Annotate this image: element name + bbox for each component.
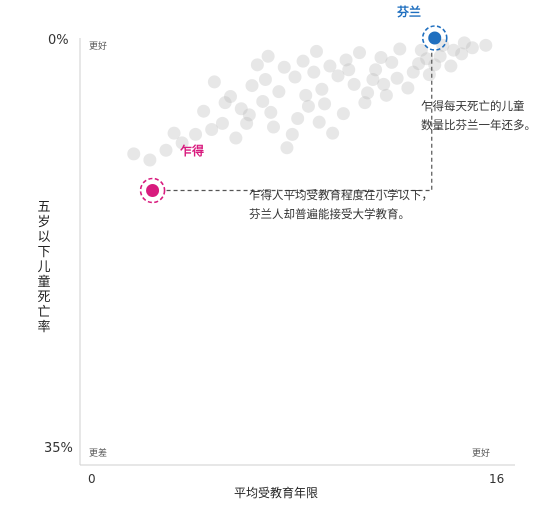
data-point-63 xyxy=(318,97,332,111)
data-point-28 xyxy=(465,41,479,55)
data-point-46 xyxy=(258,72,272,86)
data-point-27 xyxy=(455,47,469,61)
data-point-26 xyxy=(444,59,458,73)
annotation-bottom: 乍得人平均受教育程度在小学以下， 芬兰人却普遍能接受大学教育。 xyxy=(249,186,433,224)
data-point-39 xyxy=(393,42,407,56)
data-point-18 xyxy=(358,96,372,110)
data-point-48 xyxy=(288,70,302,84)
data-point-32 xyxy=(277,60,291,74)
data-point-62 xyxy=(420,52,434,66)
data-point-56 xyxy=(342,63,356,77)
background-points xyxy=(127,36,493,167)
data-point-47 xyxy=(272,85,286,99)
y-tick-top: 0% xyxy=(48,33,69,48)
data-point-16 xyxy=(336,107,350,121)
y-axis-label: 五岁以下儿童死亡率 xyxy=(37,200,51,335)
x-tick-left: 0 xyxy=(88,472,96,486)
data-point-15 xyxy=(326,126,340,140)
data-point-66 xyxy=(377,77,391,91)
annotation-top-line-1: 乍得每天死亡的儿童 xyxy=(421,99,525,113)
annotation-bottom-line-2: 芬兰人却普遍能接受大学教育。 xyxy=(249,207,410,221)
data-point-49 xyxy=(307,65,321,79)
data-point-54 xyxy=(197,104,211,118)
data-point-58 xyxy=(299,88,313,102)
annotation-bottom-line-1: 乍得人平均受教育程度在小学以下， xyxy=(249,188,433,202)
data-point-35 xyxy=(323,59,337,73)
data-point-37 xyxy=(353,46,366,60)
data-point-57 xyxy=(385,55,399,69)
data-point-64 xyxy=(447,43,461,57)
data-point-30 xyxy=(250,58,264,72)
data-point-36 xyxy=(339,53,353,67)
data-point-3 xyxy=(175,136,189,150)
annotation-top-line-2: 数量比芬兰一年还多。 xyxy=(421,118,536,132)
data-point-69 xyxy=(240,116,254,130)
data-point-50 xyxy=(331,69,345,83)
data-point-13 xyxy=(301,99,315,113)
data-point-52 xyxy=(406,65,420,79)
point-label-finland: 芬兰 xyxy=(397,5,422,19)
x-axis-label: 平均受教育年限 xyxy=(234,486,319,500)
connector-line xyxy=(166,52,433,192)
data-point-24 xyxy=(422,68,436,82)
data-point-68 xyxy=(312,115,326,129)
data-point-44 xyxy=(224,90,237,104)
highlight-point-chad xyxy=(146,184,160,197)
data-point-0 xyxy=(127,147,141,161)
data-point-6 xyxy=(215,116,229,130)
highlight-ring-chad xyxy=(139,177,166,204)
data-point-12 xyxy=(291,112,305,126)
highlight-point-finland xyxy=(428,31,442,45)
data-point-45 xyxy=(234,102,248,116)
highlight-ring-finland xyxy=(421,25,448,51)
data-point-31 xyxy=(261,49,275,63)
data-point-20 xyxy=(379,88,393,102)
data-point-11 xyxy=(280,141,294,155)
data-point-21 xyxy=(390,71,404,85)
highlighted-points xyxy=(139,25,448,204)
data-point-43 xyxy=(207,75,221,89)
data-point-23 xyxy=(412,57,426,71)
data-point-60 xyxy=(285,127,299,141)
data-point-67 xyxy=(264,105,278,119)
data-point-1 xyxy=(143,153,157,167)
data-point-8 xyxy=(242,108,256,122)
corner-label-bottom-left: 更差 xyxy=(89,449,108,459)
point-label-chad: 乍得 xyxy=(180,144,205,158)
data-point-17 xyxy=(347,77,361,91)
data-point-19 xyxy=(369,63,383,77)
data-point-22 xyxy=(401,81,415,95)
annotation-top: 乍得每天死亡的儿童 数量比芬兰一年还多。 xyxy=(421,97,536,135)
data-point-7 xyxy=(229,131,243,145)
x-tick-right: 16 xyxy=(489,472,505,486)
data-point-29 xyxy=(479,38,493,52)
corner-label-bottom-right: 更好 xyxy=(472,449,491,459)
data-point-42 xyxy=(457,36,471,50)
data-point-61 xyxy=(361,86,375,100)
data-point-2 xyxy=(159,143,173,157)
data-point-34 xyxy=(310,44,323,58)
data-point-14 xyxy=(315,82,329,96)
data-point-59 xyxy=(245,79,259,93)
y-tick-bottom: 35% xyxy=(44,441,73,456)
data-point-4 xyxy=(189,127,203,141)
corner-label-top-left: 更好 xyxy=(89,42,108,52)
data-point-9 xyxy=(256,94,270,108)
data-point-25 xyxy=(433,49,447,63)
data-point-40 xyxy=(414,43,428,57)
data-point-55 xyxy=(167,126,181,140)
data-point-33 xyxy=(296,54,310,68)
data-point-10 xyxy=(267,120,280,134)
data-point-38 xyxy=(374,51,388,65)
data-point-65 xyxy=(218,96,232,110)
data-point-5 xyxy=(205,123,219,136)
data-point-51 xyxy=(366,72,380,86)
